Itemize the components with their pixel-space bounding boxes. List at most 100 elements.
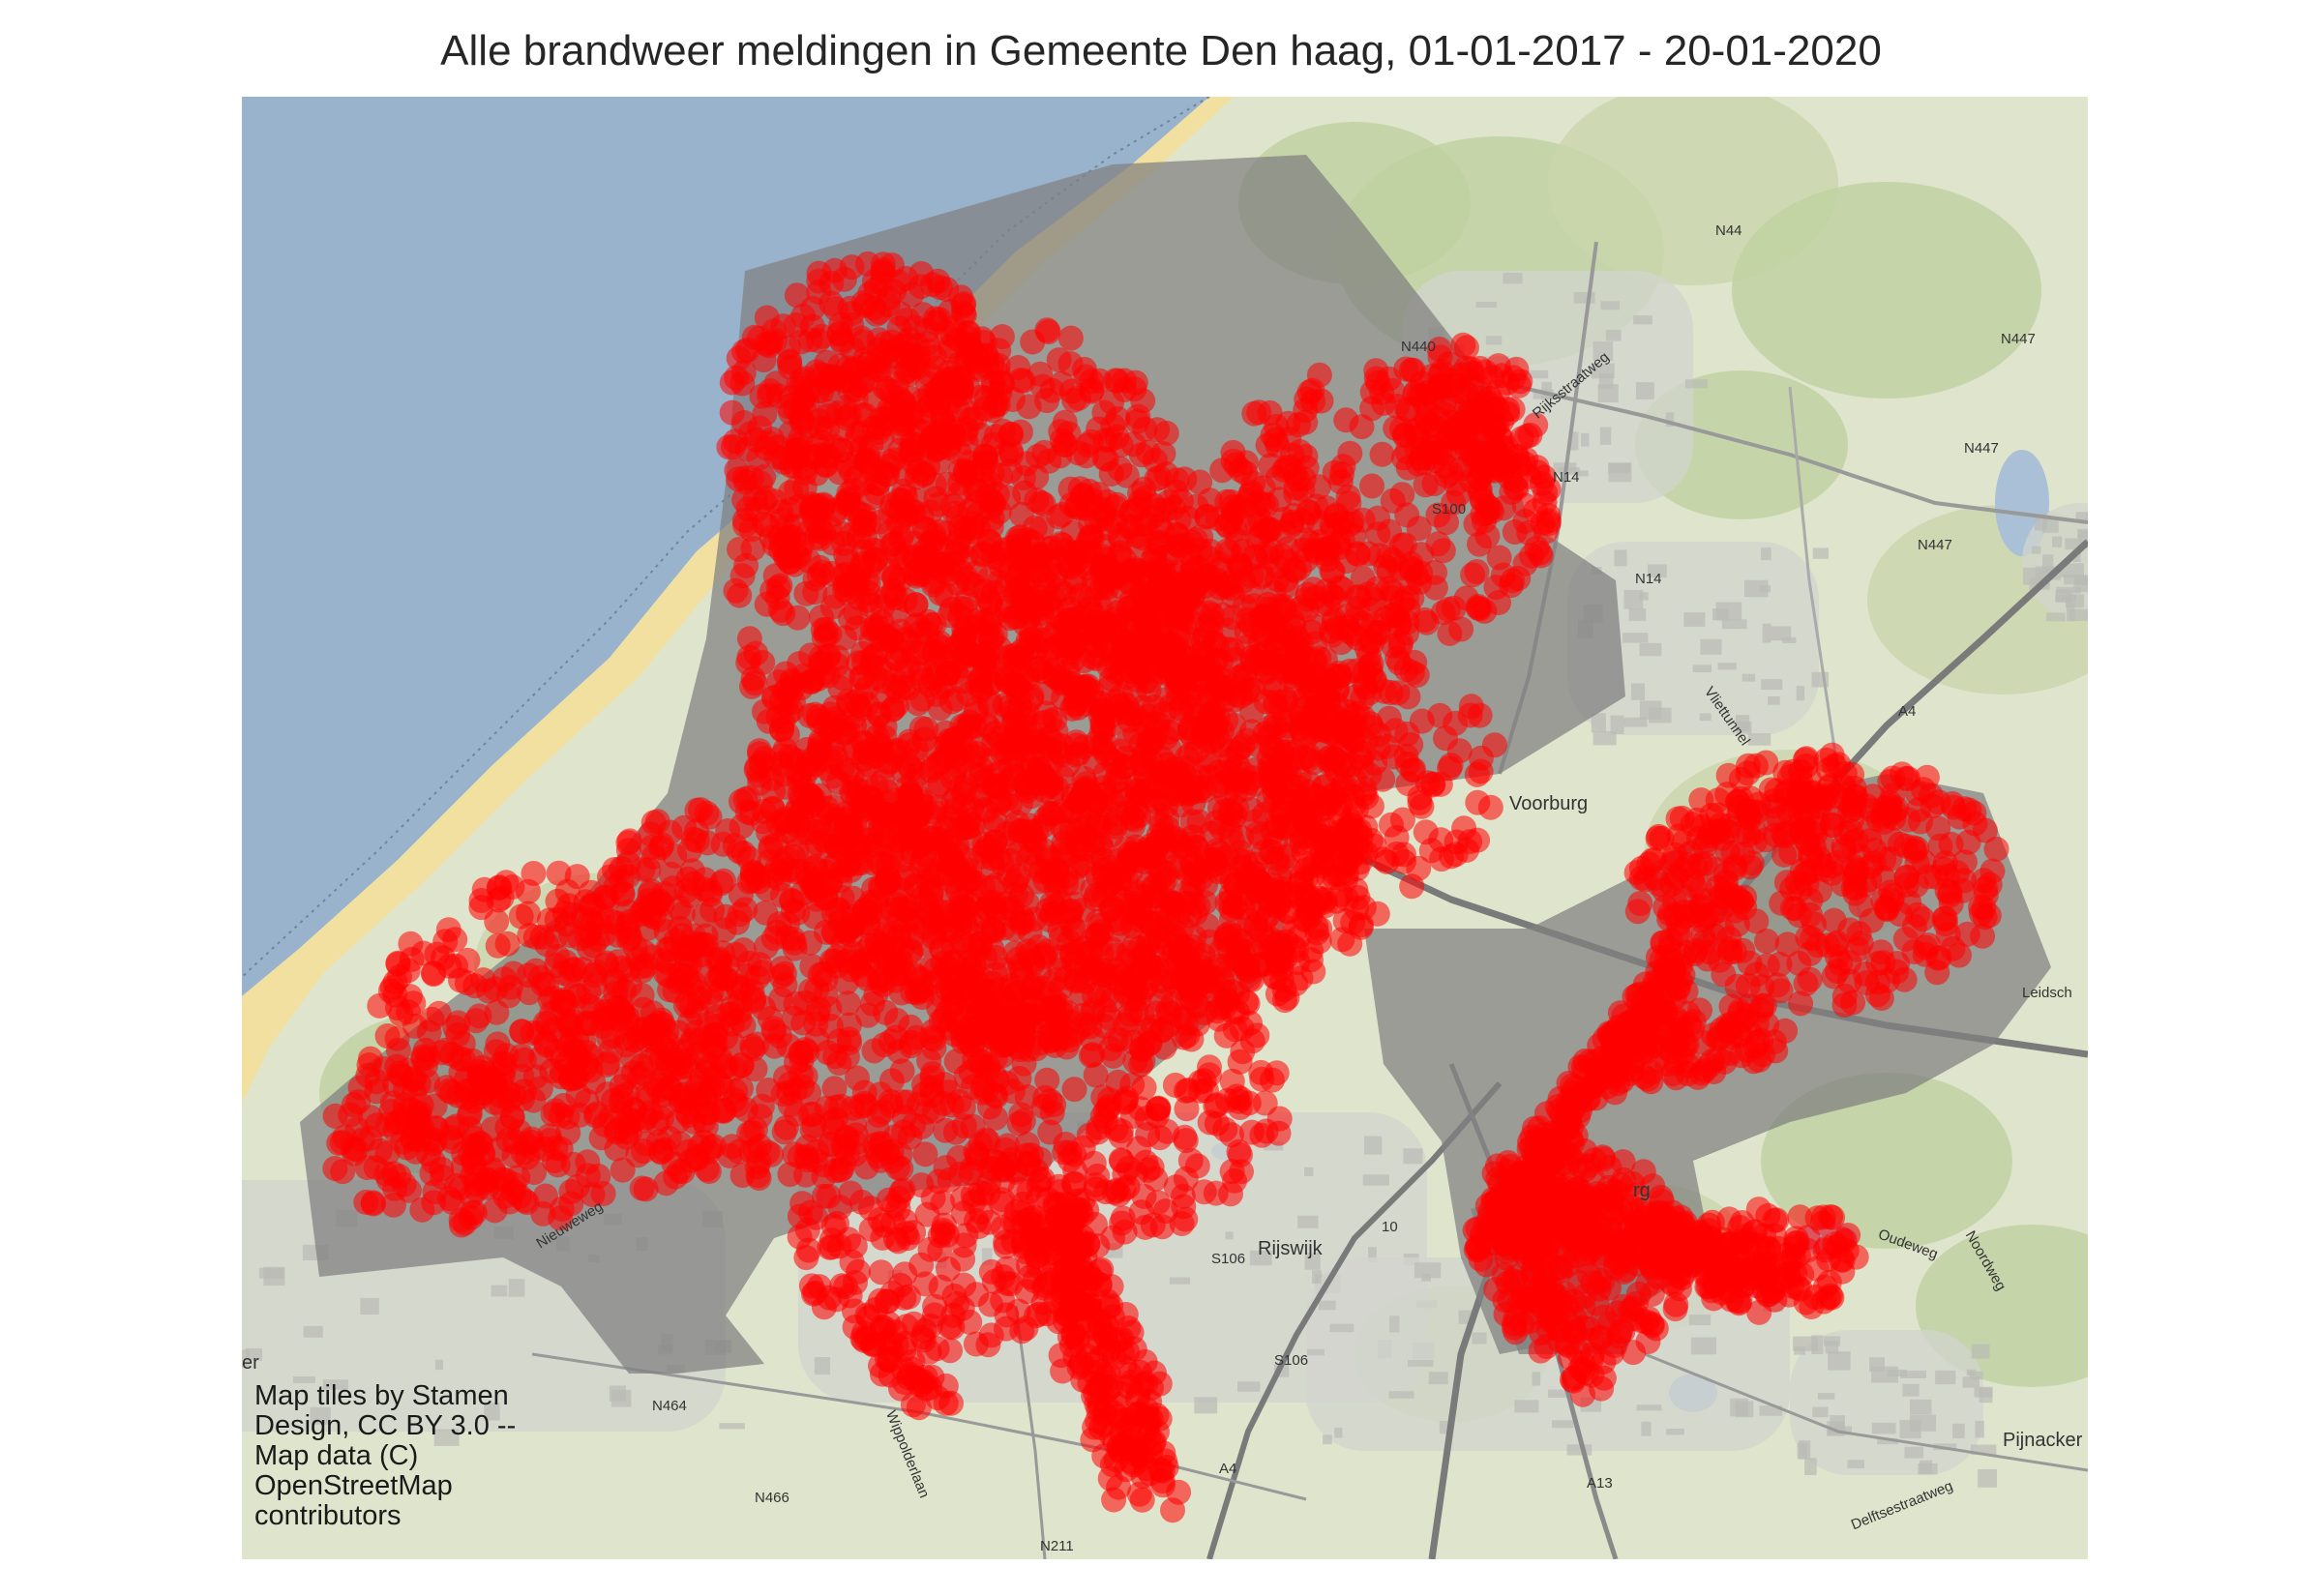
incident-marker [355,1062,381,1088]
building-block [2060,563,2084,577]
building-block [1264,1140,1284,1151]
incident-marker [879,921,906,947]
incident-marker [741,324,767,350]
incident-marker [784,799,810,825]
building-block [1688,1315,1712,1326]
building-block [1969,1371,1983,1380]
incident-marker [725,909,751,935]
incident-marker [858,652,884,678]
incident-marker [408,1092,434,1118]
building-block [2042,554,2054,573]
incident-marker [839,311,865,338]
building-block [1610,715,1624,734]
incident-marker [888,525,914,551]
building-block [1962,1376,1980,1388]
incident-marker [941,849,967,874]
incident-marker [763,831,789,857]
incident-marker [870,807,896,832]
incident-marker [753,933,779,960]
building-block [1975,1420,1984,1438]
incident-marker [431,945,456,971]
incident-marker [1113,638,1139,665]
building-block [1472,1332,1487,1345]
incident-marker [1052,409,1078,435]
incident-marker [773,526,798,551]
incident-marker [1467,355,1493,381]
incident-marker [1393,356,1419,382]
sea [242,97,1209,996]
incident-marker [1448,616,1474,642]
building-block [1623,589,1644,609]
incident-marker [845,850,871,876]
incident-marker [878,1068,905,1094]
incident-marker [1049,370,1075,397]
incident-marker [1127,481,1152,507]
building-block [1747,733,1771,746]
incident-marker [890,826,916,852]
building-block [1804,1458,1817,1476]
incident-marker [615,838,641,864]
incident-marker [748,750,774,776]
incident-marker [932,1072,958,1098]
building-block [1639,592,1649,601]
incident-marker [1072,1012,1098,1038]
building-block [1904,1446,1924,1459]
incident-marker [729,1076,754,1102]
incident-marker [738,464,764,490]
building-block [1742,673,1756,682]
incident-marker [806,279,832,305]
incident-marker [648,835,674,861]
incident-marker [838,816,864,842]
incident-marker [1436,351,1462,377]
building-block [2056,586,2081,594]
incident-marker [968,678,994,704]
incident-marker [1446,412,1473,438]
building-block [1368,1247,1377,1262]
incident-marker [1080,525,1105,551]
building-block [1598,373,1614,389]
incident-marker [1403,379,1429,405]
incident-marker [842,377,868,403]
incident-marker [1064,492,1090,518]
incident-marker [688,797,714,823]
incident-marker [1108,526,1134,552]
building-block [1877,1437,1898,1445]
building-block [1623,717,1648,727]
map-canvas[interactable]: Voorburg Rijswijk Pijnacker rg N44 N440 … [242,97,2088,1559]
building-block [1389,1315,1400,1333]
incident-marker [799,954,825,980]
incident-marker [866,964,892,990]
incident-marker [926,390,952,416]
incident-marker [638,1048,664,1074]
building-block [508,1279,525,1297]
building-block [1194,1397,1218,1414]
incident-marker [1079,369,1105,395]
incident-marker [322,1156,348,1181]
incident-marker [724,365,750,391]
building-block [1825,1341,1839,1354]
building-block [1887,1369,1907,1377]
incident-marker [1150,701,1176,727]
map-svg[interactable] [242,97,2088,1559]
incident-marker [818,365,843,391]
incident-marker [750,650,776,675]
building-block [2032,546,2041,554]
building-block [1812,547,1829,559]
building-block [2086,513,2088,521]
incident-marker [1122,555,1148,581]
incident-marker [1020,948,1046,973]
incident-marker [1020,329,1046,355]
incident-marker [994,729,1020,755]
incident-marker [1018,828,1044,853]
building-block [1329,1323,1354,1333]
incident-marker [894,1089,920,1115]
building-block [1485,336,1503,345]
building-block [2041,517,2059,533]
incident-marker [552,989,579,1015]
incident-marker [715,818,741,843]
building-block [1918,1463,1938,1475]
incident-marker [771,1119,797,1145]
incident-marker [1121,807,1147,833]
incident-marker [459,1183,485,1209]
incident-marker [698,988,724,1014]
